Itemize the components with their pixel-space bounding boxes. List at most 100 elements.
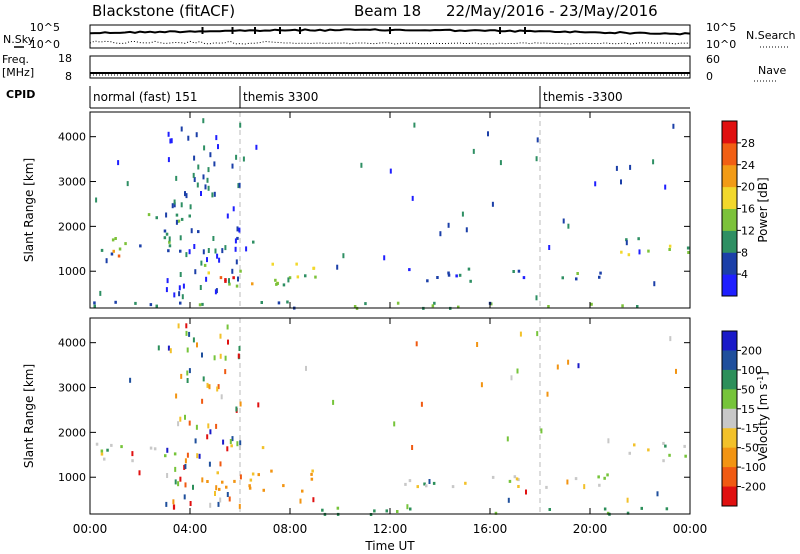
noise-cell (389, 168, 392, 174)
noise-cell (299, 498, 302, 504)
noise-cell (165, 501, 168, 507)
data-cell (590, 302, 593, 306)
nsky-panel (89, 24, 691, 49)
freq-tick-top: 18 (58, 52, 72, 65)
velocity-label-text: Velocity [m s (756, 384, 770, 461)
noise-cell (177, 481, 180, 487)
data-cell (251, 472, 255, 476)
noise-cell (525, 489, 527, 495)
data-cell (198, 303, 202, 307)
noise-cell (239, 401, 242, 407)
noise-cell (583, 484, 586, 490)
noise-cell (215, 423, 218, 429)
colorbar-tick-label: 8 (741, 246, 748, 259)
velocity-colorbar-label: Velocity [m s-1] (756, 371, 770, 461)
data-cell (275, 282, 278, 286)
data-cell (252, 240, 255, 244)
data-cell (458, 273, 462, 277)
noise-cell (229, 439, 232, 444)
noise-cell (185, 193, 188, 199)
data-cell (276, 282, 279, 285)
cpid-segment-label: themis -3300 (543, 90, 623, 104)
colorbar-tick-label: 4 (741, 268, 748, 281)
data-cell (180, 217, 184, 221)
noise-cell (165, 287, 168, 293)
data-cell (100, 449, 104, 453)
noise-cell (428, 479, 431, 484)
colorbar-tick-label: -50 (741, 442, 759, 455)
noise-cell (224, 245, 227, 251)
noise-cell (215, 135, 218, 141)
noise-cell (556, 364, 559, 370)
freq-label: Freq. (2, 53, 29, 66)
velocity-label-sup: -1 (756, 376, 765, 384)
data-cell (117, 254, 121, 258)
data-cell (336, 506, 340, 510)
noise-cell (169, 138, 172, 144)
noise-cell (205, 276, 208, 282)
colorbar-segment (722, 252, 737, 275)
noise-cell (499, 160, 502, 166)
noise-cell (215, 485, 218, 491)
noise-cell (189, 204, 192, 210)
noise-cell (168, 236, 171, 242)
power-heatmap (93, 112, 690, 310)
noise-cell (615, 165, 618, 171)
station-title: Blackstone (fitACF) (92, 2, 235, 20)
data-cell (168, 244, 172, 248)
data-cell (408, 479, 412, 483)
noise-cell (219, 353, 222, 359)
noise-cell (487, 131, 489, 137)
noise-cell (184, 482, 187, 488)
nsky-label: N.Sky (3, 33, 35, 46)
noise-cell (420, 401, 423, 407)
noise-cell (415, 341, 418, 347)
noise-cell (179, 476, 182, 482)
data-cell (662, 459, 665, 463)
noise-cell (174, 466, 177, 472)
noise-cell (174, 479, 177, 485)
noise-cell (472, 148, 475, 154)
noise-cell (447, 222, 450, 228)
data-cell (232, 276, 235, 280)
noise-cell (226, 446, 229, 452)
noise-cell (567, 359, 570, 365)
noise-cell (342, 253, 345, 259)
noise-cell (187, 135, 190, 141)
noise-cell (217, 384, 220, 390)
data-cell (248, 486, 252, 490)
noise-cell (222, 439, 225, 445)
noise-cell (200, 260, 203, 266)
x-axis-ticks: 00:00 04:00 08:00 12:00 16:00 20:00 00:00 (73, 112, 707, 536)
data-cell (576, 272, 579, 275)
colorbar-segment (722, 350, 737, 371)
noise-cell (227, 339, 229, 345)
noise-cell (535, 156, 538, 162)
data-cell (628, 451, 631, 455)
power-panel (89, 111, 691, 310)
data-cell (625, 238, 628, 242)
colorbar-tick-label: 12 (741, 224, 755, 237)
y-tick-label: 3000 (58, 382, 86, 395)
noise-cell (507, 497, 510, 503)
data-cell (668, 244, 672, 248)
noise-cell (186, 452, 189, 458)
noise-cell (675, 368, 677, 374)
data-cell (304, 274, 307, 278)
x-tick-label: 08:00 (273, 522, 308, 536)
noise-cell (465, 227, 468, 233)
y-tick-label: 1000 (58, 265, 86, 278)
noise-cell (206, 434, 209, 440)
noise-cell (221, 248, 224, 254)
data-cell (686, 246, 690, 250)
data-cell (491, 475, 495, 479)
noise-cell (491, 201, 494, 207)
data-cell (545, 485, 548, 489)
data-cell (373, 509, 376, 513)
freq-tick-bottom: 8 (65, 70, 72, 83)
nsearch-tick-top: 10^5 (706, 21, 736, 34)
power-ylabel: Slant Range [km] (22, 158, 36, 262)
data-cell (112, 249, 115, 253)
noise-cell (204, 184, 207, 190)
noise-cell (562, 218, 565, 224)
